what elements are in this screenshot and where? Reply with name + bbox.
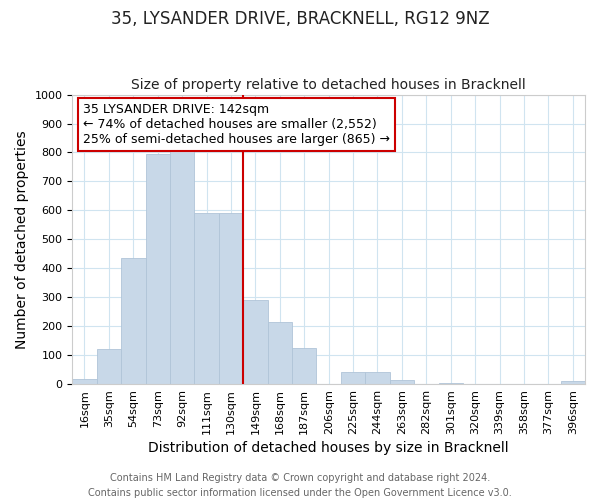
Bar (389, 380, 414, 384)
Bar (97, 350, 121, 384)
Bar (170, 150, 194, 384)
Bar (72, 379, 97, 384)
Bar (243, 300, 268, 384)
Y-axis label: Number of detached properties: Number of detached properties (15, 130, 29, 348)
Bar (365, 372, 389, 384)
Bar (194, 214, 219, 384)
Text: 35, LYSANDER DRIVE, BRACKNELL, RG12 9NZ: 35, LYSANDER DRIVE, BRACKNELL, RG12 9NZ (110, 10, 490, 28)
Bar (268, 322, 292, 384)
Bar (219, 214, 243, 384)
Bar (560, 381, 585, 384)
Bar (341, 372, 365, 384)
Bar (439, 382, 463, 384)
Bar (292, 348, 316, 384)
Text: Contains HM Land Registry data © Crown copyright and database right 2024.
Contai: Contains HM Land Registry data © Crown c… (88, 472, 512, 498)
Bar (121, 258, 146, 384)
X-axis label: Distribution of detached houses by size in Bracknell: Distribution of detached houses by size … (148, 441, 509, 455)
Text: 35 LYSANDER DRIVE: 142sqm
← 74% of detached houses are smaller (2,552)
25% of se: 35 LYSANDER DRIVE: 142sqm ← 74% of detac… (83, 103, 389, 146)
Bar (146, 154, 170, 384)
Title: Size of property relative to detached houses in Bracknell: Size of property relative to detached ho… (131, 78, 526, 92)
